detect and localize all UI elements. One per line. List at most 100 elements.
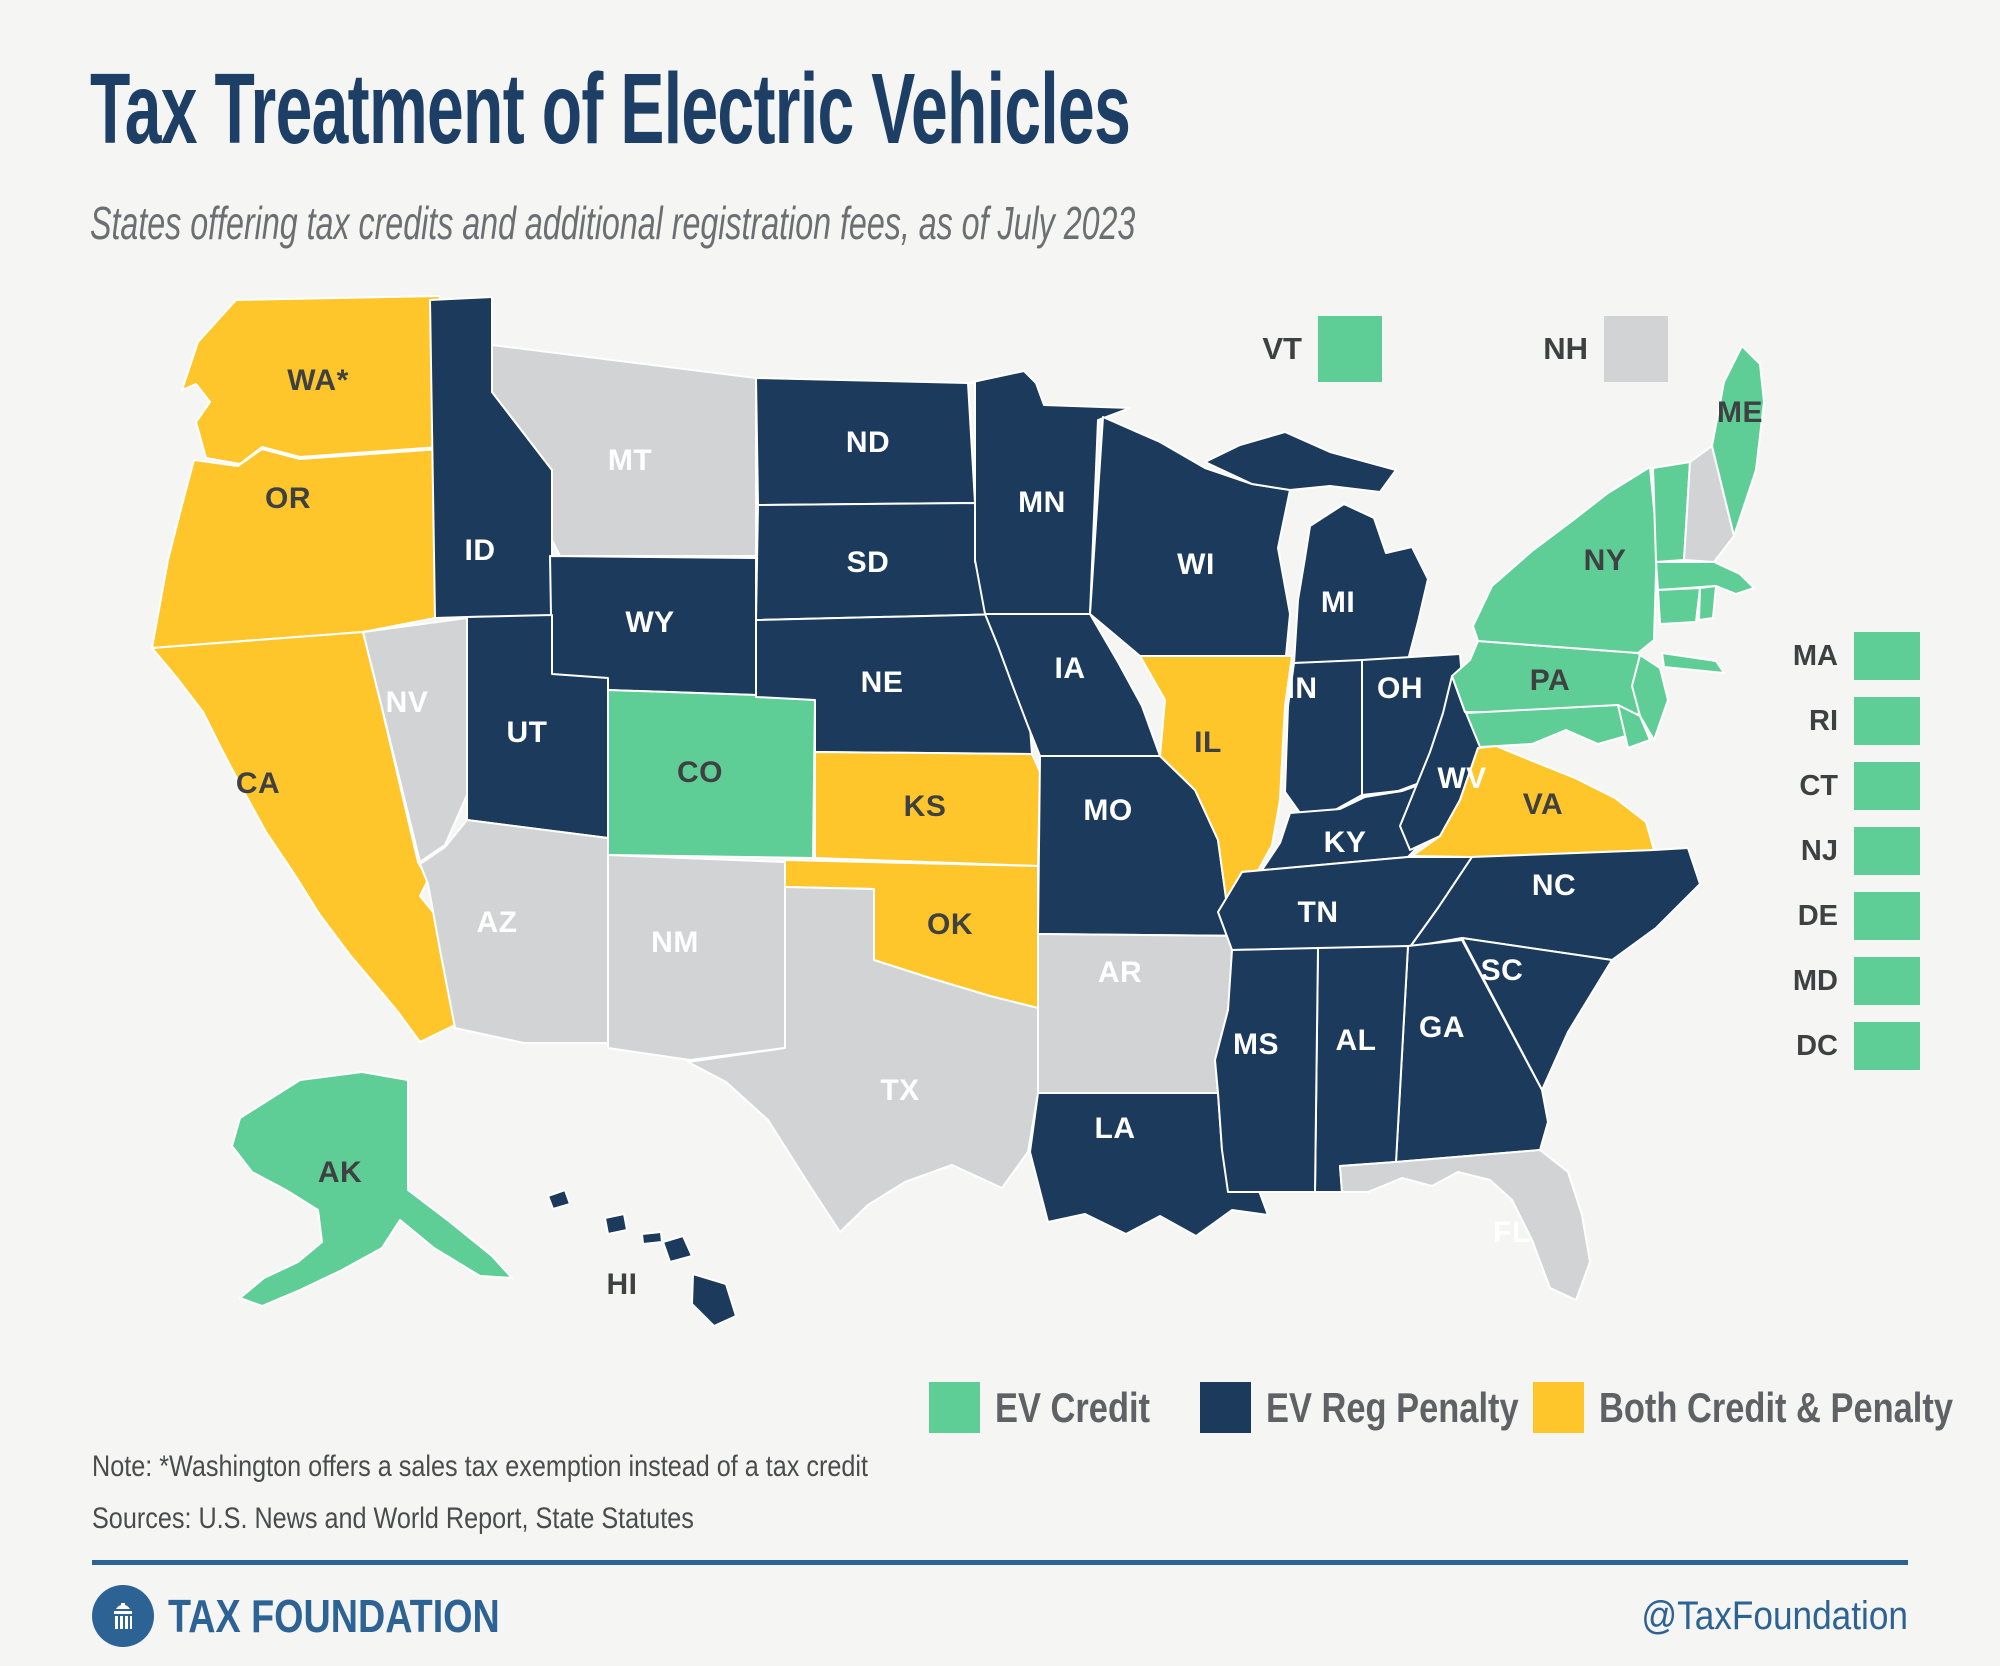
state-hi-kauai — [547, 1189, 571, 1210]
state-hi-big-island — [691, 1273, 737, 1327]
state-label-ok: OK — [927, 908, 973, 941]
state-label-la: LA — [1095, 1112, 1136, 1145]
state-de — [1617, 704, 1651, 749]
east-column-label-ri: RI — [1809, 704, 1838, 737]
state-label-nm: NM — [651, 926, 699, 959]
state-label-ga: GA — [1419, 1011, 1465, 1044]
state-label-in: IN — [1287, 672, 1318, 705]
callout-vt-label: VT — [1262, 331, 1302, 366]
east-column-swatch-nj — [1854, 827, 1920, 875]
state-label-mn: MN — [1018, 486, 1066, 519]
state-label-hi: HI — [607, 1268, 638, 1301]
state-ny-long-island — [1661, 652, 1725, 674]
callout-vt: VT — [1252, 316, 1382, 382]
capitol-icon — [114, 1603, 132, 1629]
east-column-label-nj: NJ — [1800, 834, 1838, 867]
east-column-row-de: DE — [1770, 892, 1920, 940]
state-label-ca: CA — [236, 767, 280, 800]
state-label-ky: KY — [1324, 826, 1367, 859]
state-nj — [1631, 654, 1669, 741]
state-label-il: IL — [1194, 726, 1222, 759]
state-wi — [1089, 416, 1291, 657]
state-label-ut: UT — [507, 716, 548, 749]
state-label-tx: TX — [880, 1074, 919, 1107]
state-label-az: AZ — [477, 906, 518, 939]
state-mn — [967, 370, 1131, 615]
east-column-label-dc: DC — [1796, 1029, 1838, 1062]
state-md — [1465, 704, 1627, 748]
state-wa — [181, 295, 441, 465]
legend-label-penalty: EV Reg Penalty — [1266, 1383, 1519, 1431]
state-label-pa: PA — [1530, 664, 1570, 697]
state-fl — [1339, 1149, 1591, 1301]
state-label-ar: AR — [1098, 956, 1142, 989]
east-column-swatch-md — [1854, 957, 1920, 1005]
state-label-mo: MO — [1083, 794, 1132, 827]
legend-label-credit: EV Credit — [995, 1383, 1151, 1431]
east-column-row-ma: MA — [1770, 632, 1920, 680]
state-id — [429, 296, 553, 619]
state-hi-oahu — [604, 1213, 628, 1235]
state-nc — [1409, 847, 1701, 961]
state-ct — [1657, 587, 1701, 625]
state-label-or: OR — [265, 482, 311, 515]
state-mi-upper — [1204, 431, 1397, 493]
east-column-swatch-dc — [1854, 1022, 1920, 1070]
state-label-nc: NC — [1532, 869, 1576, 902]
state-label-ne: NE — [861, 666, 904, 699]
state-ny — [1472, 466, 1658, 654]
legend-swatch-both — [1533, 1382, 1584, 1433]
legend-swatch-penalty — [1200, 1382, 1251, 1433]
east-column-swatch-ct — [1854, 762, 1920, 810]
page-title: Tax Treatment of Electric Vehicles — [90, 53, 1131, 165]
state-label-wv: WV — [1437, 762, 1486, 795]
east-column-swatch-ma — [1854, 632, 1920, 680]
east-column-swatch-de — [1854, 892, 1920, 940]
page-subtitle: States offering tax credits and addition… — [90, 197, 1136, 249]
state-mi — [1293, 503, 1429, 664]
sources: Sources: U.S. News and World Report, Sta… — [92, 1502, 694, 1535]
callout-vt-swatch — [1318, 316, 1382, 382]
callout-nh-swatch — [1604, 316, 1668, 382]
state-label-mi: MI — [1321, 586, 1355, 619]
state-hi-maui — [662, 1235, 693, 1263]
legend-swatch-credit — [929, 1382, 980, 1433]
state-ri — [1698, 585, 1717, 621]
state-label-ks: KS — [904, 790, 947, 823]
state-or — [151, 448, 441, 649]
east-column-row-ri: RI — [1770, 697, 1920, 745]
state-label-wa: WA* — [287, 364, 349, 397]
state-label-nd: ND — [846, 426, 890, 459]
east-column-row-nj: NJ — [1770, 827, 1920, 875]
state-label-fl: FL — [1493, 1216, 1531, 1249]
state-ak — [231, 1071, 513, 1307]
east-column-row-ct: CT — [1770, 762, 1920, 810]
footer-brand: TAX FOUNDATION — [168, 1590, 500, 1642]
state-me — [1711, 345, 1765, 537]
east-column-row-md: MD — [1770, 957, 1920, 1005]
tax-foundation-logo — [92, 1585, 154, 1647]
state-label-al: AL — [1336, 1024, 1377, 1057]
state-tx — [687, 886, 1039, 1233]
legend-item-penalty: EV Reg Penalty — [1200, 1382, 1574, 1433]
state-label-ak: AK — [318, 1156, 362, 1189]
state-ms — [1214, 947, 1319, 1193]
footer-handle[interactable]: @TaxFoundation — [1641, 1594, 1908, 1638]
state-label-co: CO — [677, 756, 723, 789]
state-label-nv: NV — [386, 686, 429, 719]
note: Note: *Washington offers a sales tax exe… — [92, 1450, 869, 1483]
callout-nh-label: NH — [1543, 331, 1588, 366]
state-label-id: ID — [465, 534, 496, 567]
state-label-ny: NY — [1584, 544, 1627, 577]
state-label-wi: WI — [1177, 548, 1215, 581]
legend-item-credit: EV Credit — [929, 1382, 1184, 1433]
east-column-label-ct: CT — [1799, 769, 1838, 802]
state-label-wy: WY — [625, 606, 674, 639]
state-label-ia: IA — [1055, 652, 1086, 685]
state-nh — [1683, 445, 1735, 563]
state-label-sc: SC — [1481, 954, 1524, 987]
state-label-mt: MT — [608, 444, 652, 477]
east-column-label-ma: MA — [1792, 639, 1838, 672]
